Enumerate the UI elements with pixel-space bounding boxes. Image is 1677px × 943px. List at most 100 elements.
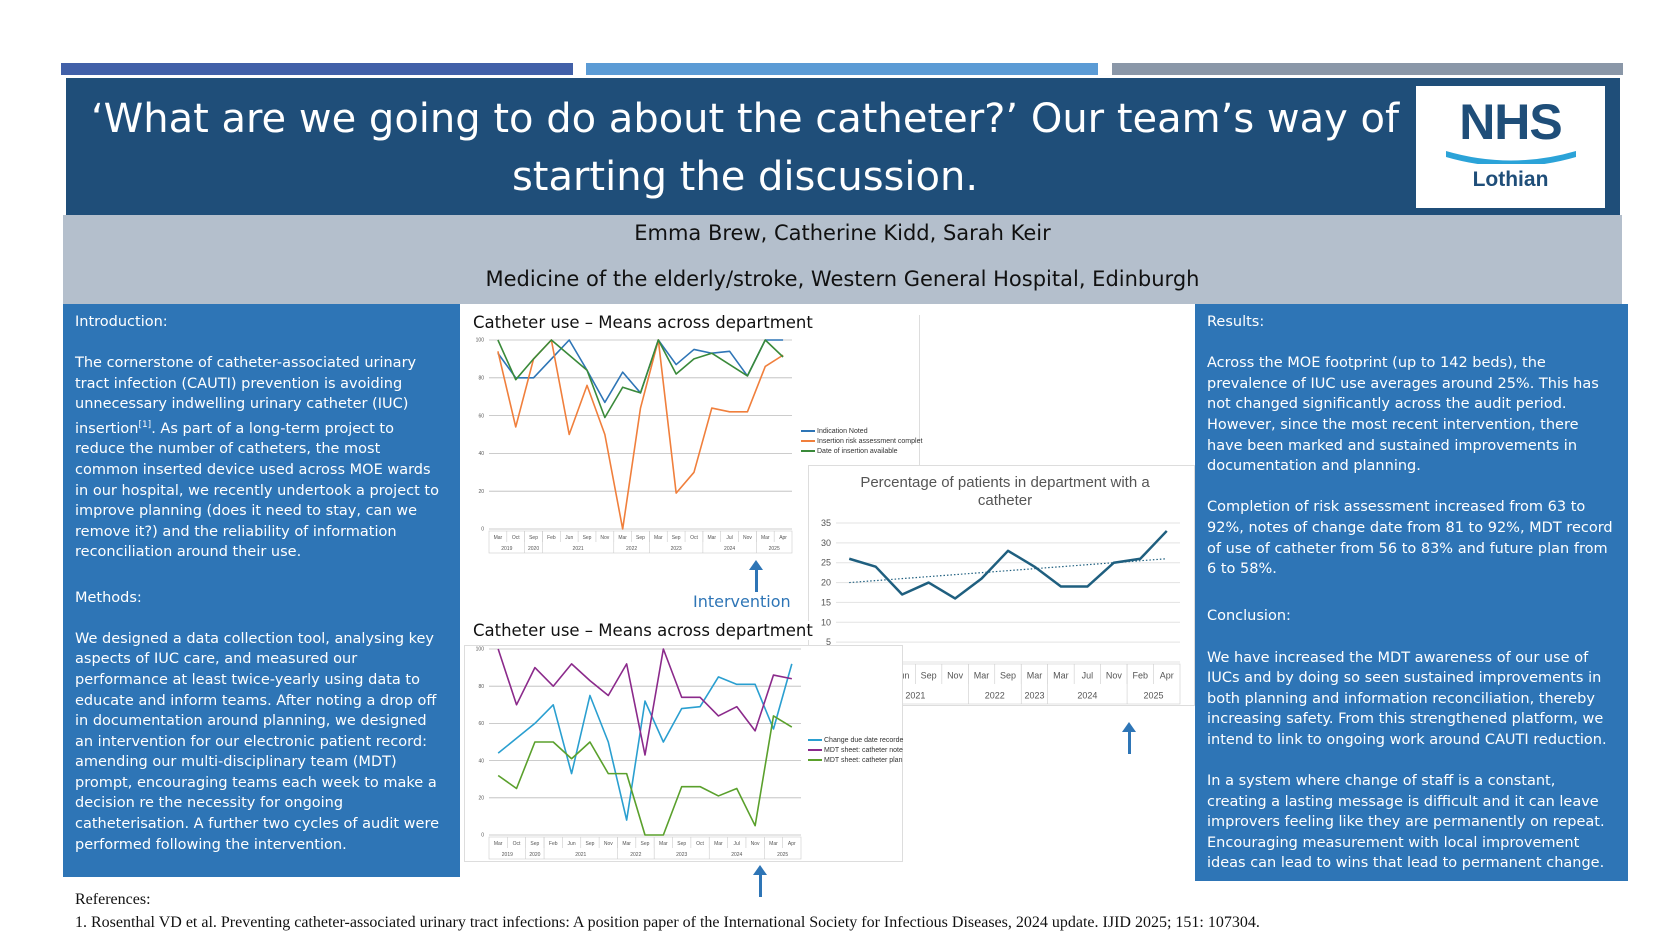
x-tick-label: Sep [529,535,538,541]
x-tick-label: Mar [1053,670,1069,680]
x-tick-label: Apr [1160,670,1174,680]
series-line-2 [497,339,784,530]
intervention-arrow-3 [753,865,767,897]
chart-3-frame [464,645,903,862]
authors-band [63,215,1622,304]
intervention-label: Intervention [693,592,791,611]
y-tick-label: 15 [821,597,831,607]
y-tick-label: 100 [476,647,485,653]
x-tick-label: Mar [622,841,631,847]
chart-2-title: Percentage of patients in department wit… [860,474,1150,509]
legend-item: Insertion risk assessment complet [801,437,922,447]
accent-bar-1 [61,63,573,75]
x-tick-label: Mar [707,535,716,541]
x-tick-label: Mar [494,841,503,847]
legend-item: MDT sheet: catheter note [808,746,903,756]
x-year-label: 2019 [502,852,513,858]
x-tick-label: Mar [769,841,778,847]
y-tick-label: 100 [476,338,485,344]
intro-text-b: . As part of a long-term project to redu… [75,420,439,561]
x-tick-label: Sep [585,841,594,847]
legend-item: Change due date recorde [808,736,903,746]
chart-1-title: Catheter use – Means across department [473,313,813,332]
x-year-label: 2021 [573,546,584,552]
x-tick-label: Mar [659,841,668,847]
x-tick-label: Oct [513,841,521,847]
x-tick-label: Nov [743,535,752,541]
x-tick-label: Sep [530,841,539,847]
legend-item: MDT sheet: catheter plan [808,756,903,766]
x-tick-label: Jul [726,535,732,541]
y-tick-label: 60 [478,413,484,419]
title-line-2: starting the discussion. [511,154,979,200]
chart-1-legend: Indication Noted Insertion risk assessmen… [801,427,922,457]
legend-label: MDT sheet: catheter plan [824,757,903,764]
x-year-label: 2019 [501,546,512,552]
chart-3-legend: Change due date recorde MDT sheet: cathet… [808,736,903,766]
introduction-heading: Introduction: [75,314,168,330]
chart-3-title: Catheter use – Means across department [473,621,813,640]
legend-swatch [808,759,822,762]
x-tick-label: Sep [1000,670,1016,680]
y-tick-label: 20 [478,489,484,495]
references-heading: References: [75,891,151,908]
logo-region-text: Lothian [1472,168,1549,191]
x-tick-label: Nov [604,841,613,847]
x-year-label: 2020 [529,852,540,858]
right-panel: Results: Across the MOE footprint (up to… [1195,304,1628,881]
x-tick-label: Mar [654,535,663,541]
reference-item: 1. Rosenthal VD et al. Preventing cathet… [75,914,1260,931]
x-tick-label: Sep [641,841,650,847]
x-tick-label: Jul [734,841,740,847]
methods-text: We designed a data collection tool, anal… [75,630,440,853]
x-tick-label: Oct [512,535,520,541]
x-tick-label: Oct [690,535,698,541]
intervention-arrow-2 [1122,722,1136,754]
y-tick-label: 20 [478,795,484,801]
logo-wave-icon [1445,151,1576,167]
title-line-1: ‘What are we going to do about the cathe… [90,96,1400,142]
y-tick-label: 80 [478,375,484,381]
y-tick-label: 0 [481,833,484,839]
x-year-label: 2021 [575,852,586,858]
x-tick-label: Mar [974,670,990,680]
x-year-label: 2022 [630,852,641,858]
results-heading: Results: [1207,314,1265,330]
legend-swatch [801,440,815,443]
y-tick-label: 40 [478,758,484,764]
x-tick-label: Nov [947,670,964,680]
y-tick-label: 40 [478,451,484,457]
x-tick-label: Feb [547,535,556,541]
x-year-label: 2025 [777,852,788,858]
methods-heading: Methods: [75,589,142,606]
x-year-label: 2020 [528,546,539,552]
legend-item: Date of insertion available [801,447,922,457]
references: References: 1. Rosenthal VD et al. Preve… [75,888,1260,934]
x-tick-label: Feb [1133,670,1149,680]
legend-label: MDT sheet: catheter note [824,747,903,754]
category-axis [488,836,802,860]
legend-swatch [808,739,822,742]
logo-nhs-text: NHS [1459,94,1563,150]
x-tick-label: Sep [583,535,592,541]
y-tick-label: 20 [821,578,831,588]
x-tick-label: Nov [751,841,760,847]
legend-label: Insertion risk assessment complet [817,438,923,445]
legend-label: Indication Noted [817,428,868,435]
citation-ref: [1] [138,419,152,430]
y-tick-label: 30 [821,538,831,548]
legend-label: Change due date recorde [824,737,904,744]
x-tick-label: Mar [1027,670,1043,680]
legend-item: Indication Noted [801,427,922,437]
chart-3: 0 20 40 60 80 100 Mar Oct Sep Feb Jun Sep Nov Mar Sep M… [476,647,802,860]
x-tick-label: Jun [565,535,573,541]
x-tick-label: Mar [714,841,723,847]
series-line-1 [848,530,1168,600]
x-tick-label: Nov [600,535,609,541]
x-tick-label: Sep [921,670,937,680]
x-year-label: 2022 [985,690,1005,700]
chart-1: 0 20 40 60 80 100 Mar Oct Sep Feb Jun Sep Nov Mar Sep M… [476,338,793,554]
x-year-label: 2024 [731,852,742,858]
series-line-3 [497,715,793,836]
